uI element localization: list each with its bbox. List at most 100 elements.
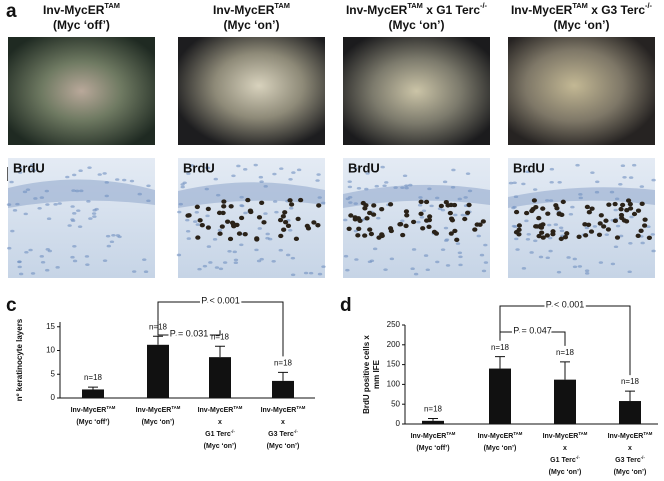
- x-tick-label-line: (Myc ‘on’): [484, 445, 517, 452]
- cell: [320, 201, 326, 205]
- brdu-nucleus: [277, 217, 284, 223]
- brdu-nucleus: [205, 206, 211, 212]
- brdu-nucleus: [242, 231, 248, 237]
- brdu-nucleus: [197, 218, 203, 223]
- cell: [72, 244, 77, 248]
- cell: [40, 260, 46, 264]
- brdu-nucleus: [304, 223, 310, 229]
- p-value: P < 0.001: [201, 295, 240, 305]
- cell: [53, 203, 58, 206]
- significance-bracket: [157, 320, 221, 336]
- bar: [489, 368, 511, 424]
- y-axis-label-line: mm IFE: [372, 359, 381, 389]
- n-label: n=18: [211, 332, 230, 341]
- cell: [257, 227, 262, 230]
- cell: [29, 163, 35, 167]
- cell: [467, 189, 473, 193]
- cell: [185, 218, 190, 222]
- x-tick-label-line: G3 Terc-/-: [615, 455, 645, 464]
- cell: [348, 201, 353, 204]
- cell: [204, 166, 210, 169]
- cell: [232, 250, 237, 254]
- brdu-nucleus: [539, 230, 545, 235]
- y-tick-label: 0: [396, 419, 401, 428]
- cell: [104, 194, 109, 198]
- cell: [105, 234, 111, 238]
- cell: [23, 212, 28, 216]
- x-tick-label: Inv-MycERTAM (Myc ‘on’): [478, 431, 523, 452]
- cell: [258, 175, 264, 179]
- brdu-nucleus: [538, 224, 544, 230]
- bar: [619, 401, 641, 424]
- superscript: -/-: [641, 455, 646, 460]
- x-tick-label-line: (Myc ‘on’): [142, 419, 175, 426]
- cell: [214, 266, 220, 269]
- cell: [364, 187, 369, 191]
- cell: [55, 266, 60, 269]
- brdu-nucleus: [533, 204, 539, 210]
- mouse-photo: [508, 37, 655, 145]
- cell: [317, 196, 322, 199]
- brdu-nucleus: [245, 197, 251, 203]
- brdu-nucleus: [448, 216, 455, 221]
- brdu-nucleus: [367, 227, 373, 232]
- cell: [628, 176, 634, 179]
- brdu-nucleus: [612, 218, 618, 224]
- cell: [122, 178, 127, 182]
- error-bar: [215, 345, 225, 358]
- cell: [529, 251, 534, 254]
- cell: [575, 163, 580, 167]
- cell: [288, 228, 293, 232]
- superscript: TAM: [513, 431, 522, 436]
- brdu-nucleus: [217, 231, 223, 236]
- column-title: Inv-MycERTAM x G3 Terc-/-: [511, 1, 653, 17]
- cell: [572, 257, 577, 261]
- cell: [74, 189, 80, 193]
- cell: [218, 267, 224, 271]
- cell: [213, 177, 218, 181]
- cell: [212, 238, 218, 241]
- cell: [180, 185, 185, 189]
- mouse-photo: [8, 37, 155, 145]
- cell: [142, 258, 147, 261]
- brdu-nucleus: [638, 228, 644, 234]
- superscript: -/-: [294, 429, 299, 434]
- brdu-nucleus: [639, 201, 645, 207]
- brdu-nucleus: [454, 237, 460, 243]
- cell: [383, 268, 388, 271]
- brdu-nucleus: [371, 203, 377, 208]
- brdu-nucleus: [560, 199, 566, 205]
- cell: [417, 203, 423, 207]
- text-segment: (Myc ‘on’): [484, 445, 517, 452]
- cell: [444, 239, 449, 242]
- cell: [598, 261, 604, 264]
- y-tick-label: 50: [391, 399, 400, 408]
- cell: [345, 268, 350, 272]
- cell: [533, 239, 538, 243]
- cell: [33, 197, 38, 200]
- cell: [515, 248, 520, 251]
- cell: [382, 184, 387, 188]
- cell: [533, 188, 538, 191]
- text-segment: Inv-MycER: [478, 433, 514, 440]
- cell: [389, 257, 395, 261]
- cell: [544, 199, 550, 202]
- stain-label: BrdU: [348, 160, 380, 175]
- brdu-nucleus: [282, 220, 289, 225]
- cell: [70, 255, 75, 259]
- brdu-nucleus: [545, 211, 551, 216]
- brdu-nucleus: [642, 223, 648, 228]
- brdu-nucleus: [355, 233, 361, 238]
- brdu-nucleus: [620, 202, 626, 208]
- cell: [365, 172, 370, 175]
- cell: [639, 185, 645, 188]
- cell: [222, 261, 228, 264]
- brdu-nucleus: [465, 210, 471, 215]
- cell: [545, 256, 550, 260]
- brdu-nucleus: [582, 222, 588, 227]
- cell: [18, 272, 24, 276]
- brdu-nucleus: [529, 208, 535, 214]
- n-label: n=18: [556, 348, 575, 357]
- brdu-nucleus: [635, 208, 642, 213]
